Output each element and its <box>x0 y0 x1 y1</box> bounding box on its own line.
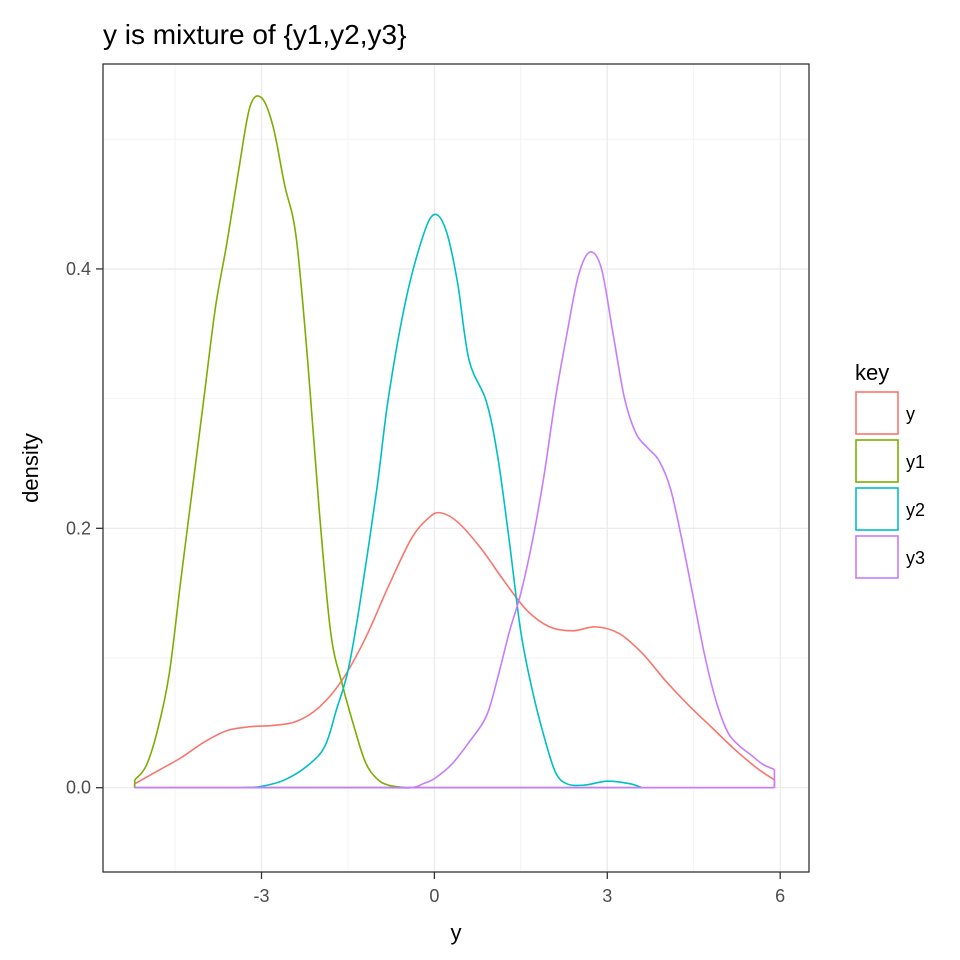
legend-item-y: y <box>855 391 915 435</box>
x-tick-label: -3 <box>253 886 269 906</box>
legend-label-y: y <box>906 404 915 424</box>
legend-label-y2: y2 <box>906 500 925 520</box>
x-tick-label: 0 <box>429 886 439 906</box>
series-line-y2 <box>244 213 643 789</box>
legend-key-y2 <box>855 487 899 531</box>
series-line-y <box>134 511 775 785</box>
y-axis: 0.0 0.2 0.4 <box>66 259 103 798</box>
series-layer <box>133 95 776 789</box>
legend-title: key <box>855 360 889 385</box>
legend-items: y y1 y2 y3 <box>855 391 925 579</box>
x-tick-label: 3 <box>602 886 612 906</box>
x-tick-label: 6 <box>775 886 785 906</box>
grid-minor <box>103 64 809 872</box>
series-line-y3 <box>134 251 775 789</box>
x-axis: -3 0 3 6 <box>253 872 785 906</box>
legend-key-y3 <box>855 535 899 579</box>
panel-border <box>102 63 810 873</box>
legend-key-y <box>855 391 899 435</box>
series-line-y1 <box>134 95 406 789</box>
legend-label-y1: y1 <box>906 452 925 472</box>
legend-item-y1: y1 <box>855 439 925 483</box>
y-axis-title: density <box>18 433 43 503</box>
y-tick-label: 0.2 <box>66 518 91 538</box>
legend-item-y3: y3 <box>855 535 925 579</box>
legend-label-y3: y3 <box>906 548 925 568</box>
legend-key-y1 <box>855 439 899 483</box>
y-tick-label: 0.0 <box>66 778 91 798</box>
x-axis-title: y <box>451 920 462 945</box>
chart-title: y is mixture of {y1,y2,y3} <box>103 19 406 50</box>
grid-major <box>103 64 809 872</box>
plot-panel <box>102 63 810 873</box>
legend-item-y2: y2 <box>855 487 925 531</box>
legend: key y y1 y2 y3 <box>855 360 925 579</box>
y-tick-label: 0.4 <box>66 259 91 279</box>
